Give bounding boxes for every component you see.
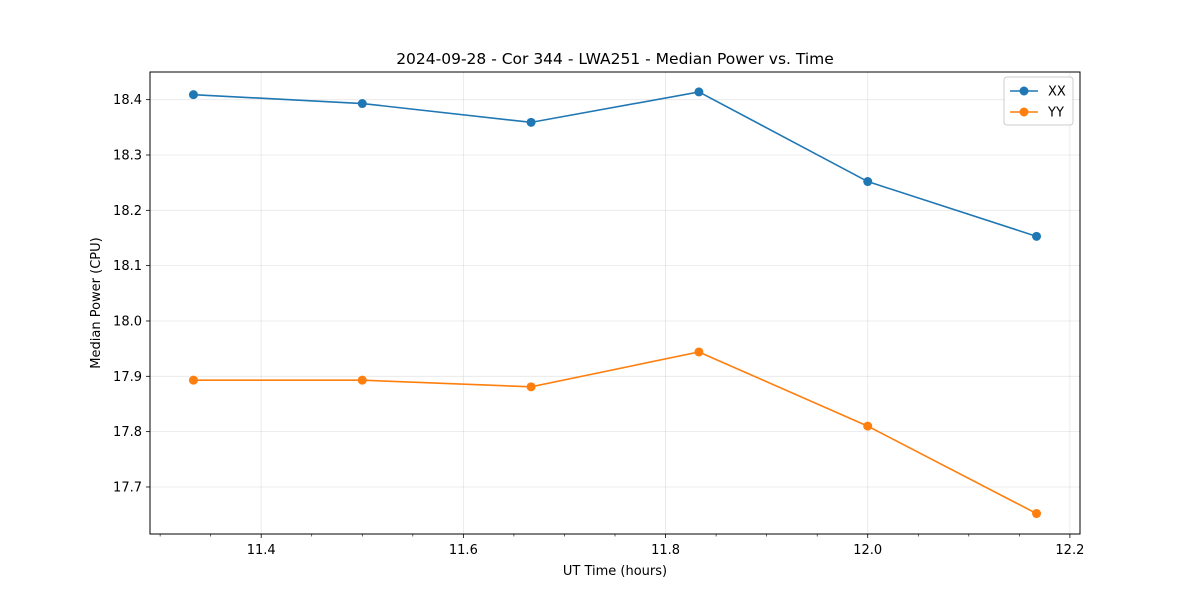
x-tick-label: 11.4: [247, 543, 276, 558]
series-xx-point: [526, 117, 536, 127]
legend-xx-marker: [1019, 86, 1029, 96]
legend-yy-label: YY: [1047, 106, 1064, 121]
x-axis-label: UT Time (hours): [563, 564, 667, 579]
series-yy-point: [1032, 509, 1042, 519]
series-yy-point: [526, 382, 536, 392]
series-xx-line: [193, 91, 1037, 238]
series-yy-point: [863, 421, 873, 431]
series-xx-point: [694, 87, 704, 97]
chart-title: 2024-09-28 - Cor 344 - LWA251 - Median P…: [396, 50, 834, 68]
legend-xx-label: XX: [1048, 85, 1066, 100]
grid: [150, 72, 1080, 534]
y-tick-label: 18.2: [113, 204, 142, 219]
series-yy-point: [694, 347, 704, 357]
y-tick-label: 17.8: [113, 425, 142, 440]
axis-ticks: 11.4 11.6 11.8 12.0 12.2 17.7 17.8 17.9 18.0 18.1…: [113, 93, 1084, 558]
x-tick-label: 12.0: [853, 543, 882, 558]
series-xx-point: [357, 99, 367, 109]
legend-yy-marker: [1019, 107, 1029, 117]
series-xx-point: [863, 177, 873, 187]
series-xx-point: [1032, 231, 1042, 241]
y-tick-label: 18.0: [113, 314, 142, 329]
y-axis-label: Median Power (CPU): [89, 237, 104, 368]
series-xx-point: [188, 90, 198, 100]
series-yy-point: [357, 375, 367, 385]
series-yy-line: [193, 351, 1037, 515]
series: [188, 87, 1042, 519]
x-tick-label: 11.6: [449, 543, 478, 558]
y-tick-label: 18.4: [113, 93, 142, 108]
y-tick-label: 17.9: [113, 370, 142, 385]
y-tick-label: 18.3: [113, 148, 142, 163]
series-yy-point: [188, 375, 198, 385]
y-tick-label: 18.1: [113, 259, 142, 274]
y-tick-label: 17.7: [113, 480, 142, 495]
x-tick-label: 11.8: [651, 543, 680, 558]
x-tick-label: 12.2: [1055, 543, 1084, 558]
legend: XX YY: [1003, 76, 1074, 126]
